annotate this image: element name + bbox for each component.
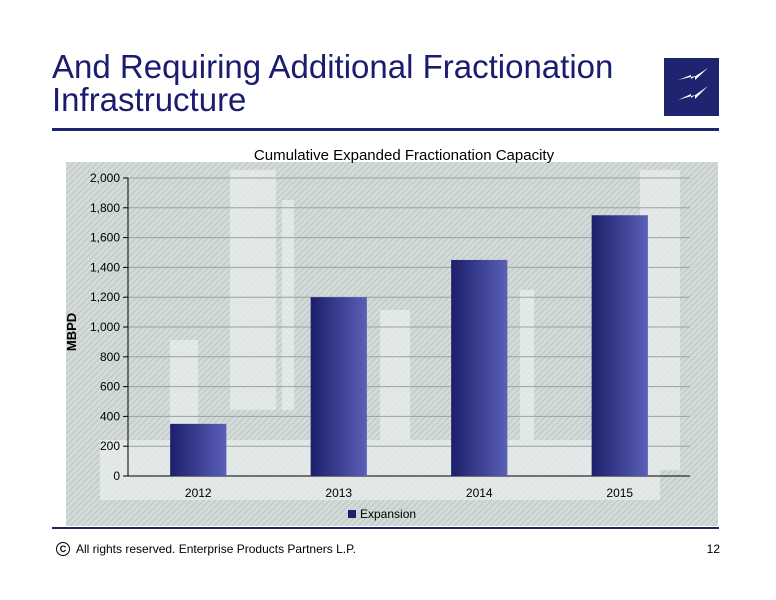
x-tick-label: 2013 [325,486,352,500]
lightning-logo-icon [678,68,708,100]
y-tick-label: 200 [100,439,120,453]
company-logo [664,58,719,116]
copyright-icon: C [56,542,70,556]
y-tick-label: 1,000 [90,320,120,334]
y-tick-label: 0 [113,469,120,483]
legend-swatch [348,510,356,518]
y-tick-label: 1,600 [90,231,120,245]
slide-title-line-2: Infrastructure [52,81,247,118]
y-tick-label: 1,800 [90,201,120,215]
bar-chart: Cumulative Expanded Fractionation Capaci… [64,147,718,526]
y-tick-label: 800 [100,350,120,364]
legend: Expansion [348,507,416,521]
page-number: 12 [706,542,720,556]
footer: C All rights reserved. Enterprise Produc… [56,542,356,556]
legend-label: Expansion [360,507,416,521]
y-tick-label: 400 [100,409,120,423]
bar-2014 [451,259,508,476]
bar-2015 [591,215,648,476]
slide-title-line-1: And Requiring Additional Fractionation [52,48,614,85]
x-tick-label: 2012 [185,486,212,500]
slide-title: And Requiring Additional Fractionation I… [52,50,642,116]
y-tick-label: 600 [100,380,120,394]
chart-title: Cumulative Expanded Fractionation Capaci… [254,147,555,164]
y-tick-label: 2,000 [90,171,120,185]
footer-divider [52,527,719,529]
header-divider [52,128,719,131]
x-tick-label: 2015 [606,486,633,500]
bar-2013 [310,297,367,476]
y-tick-label: 1,200 [90,290,120,304]
y-tick-label: 1,400 [90,260,120,274]
y-axis-label: MBPD [64,313,79,351]
footer-text: All rights reserved. Enterprise Products… [76,542,356,556]
bar-2012 [170,423,227,476]
x-tick-label: 2014 [466,486,493,500]
